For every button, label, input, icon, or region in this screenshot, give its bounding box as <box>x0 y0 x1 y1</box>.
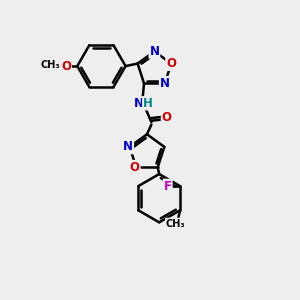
Text: O: O <box>130 161 140 174</box>
Text: O: O <box>166 57 176 70</box>
Text: N: N <box>160 77 170 90</box>
Text: N: N <box>134 97 144 110</box>
Text: H: H <box>142 97 152 110</box>
Text: CH₃: CH₃ <box>166 218 185 229</box>
Text: O: O <box>162 111 172 124</box>
Text: CH₃: CH₃ <box>40 61 60 70</box>
Text: O: O <box>61 60 71 73</box>
Text: F: F <box>164 180 172 193</box>
Text: N: N <box>123 140 133 153</box>
Text: N: N <box>149 45 159 58</box>
